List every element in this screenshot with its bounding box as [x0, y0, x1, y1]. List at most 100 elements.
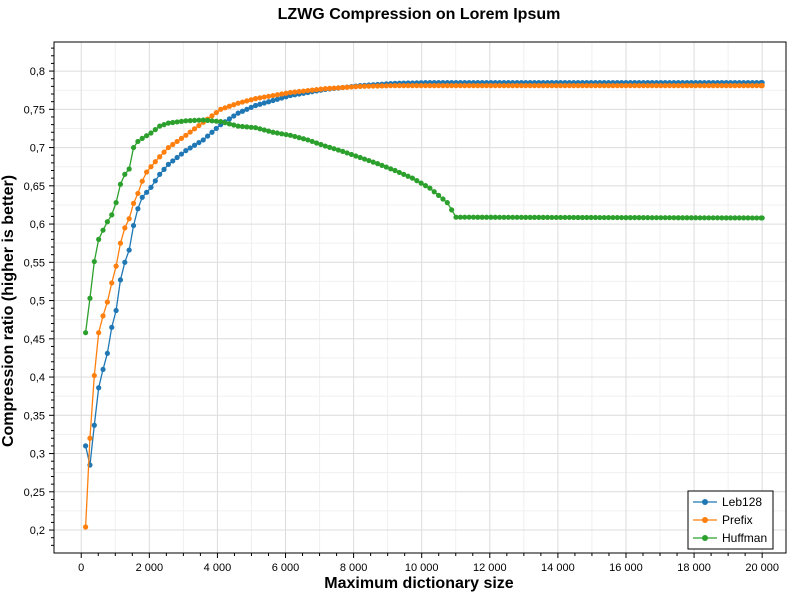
data-point — [117, 277, 124, 283]
y-tick-label: 0,45 — [24, 334, 45, 346]
data-point — [680, 83, 686, 89]
data-point — [536, 83, 542, 89]
x-tick-label: 6 000 — [272, 562, 300, 574]
data-point — [130, 144, 137, 151]
data-point — [113, 200, 119, 206]
data-point — [340, 148, 346, 154]
data-point — [592, 83, 599, 89]
data-point — [161, 122, 167, 128]
data-point — [601, 214, 607, 221]
data-point — [479, 83, 485, 89]
y-tick-label: 0,55 — [24, 257, 45, 269]
data-point — [205, 117, 211, 124]
data-point — [122, 225, 128, 231]
data-point — [183, 118, 189, 124]
data-point — [666, 83, 673, 89]
data-point — [344, 150, 350, 156]
data-point — [361, 83, 368, 89]
data-point — [466, 214, 472, 220]
y-tick-label: 0,7 — [30, 143, 45, 155]
data-point — [514, 214, 520, 220]
data-point — [540, 214, 546, 220]
y-tick-label: 0,75 — [24, 104, 45, 116]
data-point — [235, 100, 241, 106]
data-point — [531, 214, 538, 220]
data-point — [392, 83, 398, 89]
data-point — [409, 83, 416, 89]
data-point — [248, 124, 254, 130]
data-point — [435, 83, 442, 89]
data-point — [91, 422, 97, 428]
data-point — [126, 216, 132, 222]
data-point — [727, 83, 734, 89]
legend-marker — [702, 499, 708, 505]
data-point — [83, 443, 89, 449]
data-point — [759, 83, 765, 89]
y-tick-label: 0,4 — [30, 372, 45, 384]
data-point — [575, 214, 581, 221]
data-point — [318, 141, 324, 148]
data-point — [662, 215, 668, 221]
x-tick-label: 20 000 — [745, 562, 779, 574]
data-point — [218, 106, 224, 112]
data-point — [501, 214, 507, 220]
data-point — [283, 90, 289, 96]
x-tick-label: 16 000 — [609, 562, 643, 574]
data-point — [675, 215, 681, 221]
data-point — [187, 145, 193, 151]
data-point — [148, 184, 154, 190]
data-point — [361, 156, 368, 162]
data-point — [453, 83, 459, 89]
data-point — [135, 206, 141, 212]
data-point — [706, 83, 712, 89]
data-point — [379, 162, 385, 168]
data-point — [200, 117, 206, 123]
data-point — [396, 83, 402, 89]
data-point — [174, 119, 180, 125]
data-point — [244, 98, 250, 104]
data-point — [383, 83, 389, 89]
data-point — [222, 120, 228, 126]
data-point — [671, 83, 677, 89]
data-point — [444, 200, 450, 206]
data-point — [527, 214, 533, 220]
data-point — [296, 88, 302, 95]
data-point — [178, 151, 185, 157]
data-point — [719, 83, 725, 89]
data-point — [261, 94, 267, 100]
data-point — [414, 178, 420, 184]
data-point — [754, 215, 760, 221]
data-point — [366, 83, 372, 89]
data-point — [396, 169, 402, 176]
data-point — [453, 214, 459, 220]
data-point — [418, 83, 424, 89]
data-point — [205, 133, 211, 139]
data-point — [191, 142, 198, 148]
data-point — [605, 214, 612, 221]
data-point — [335, 147, 341, 153]
data-point — [135, 138, 141, 145]
data-point — [313, 140, 320, 146]
data-point — [501, 83, 507, 89]
data-point — [161, 166, 167, 172]
data-point — [157, 123, 163, 129]
data-point — [440, 196, 446, 202]
data-point — [675, 83, 681, 89]
data-point — [213, 109, 219, 116]
data-point — [579, 83, 586, 89]
data-point — [483, 214, 490, 220]
data-point — [322, 143, 328, 149]
data-point — [270, 92, 276, 99]
data-point — [605, 83, 612, 89]
data-point — [614, 83, 620, 89]
data-point — [104, 299, 110, 305]
plot-area-frame — [53, 41, 787, 554]
data-point — [662, 83, 668, 89]
data-point — [544, 83, 551, 89]
data-point — [584, 83, 590, 89]
data-point — [213, 118, 219, 124]
data-point — [640, 215, 647, 221]
data-point — [309, 87, 315, 93]
data-point — [270, 129, 276, 135]
data-point — [348, 151, 355, 158]
